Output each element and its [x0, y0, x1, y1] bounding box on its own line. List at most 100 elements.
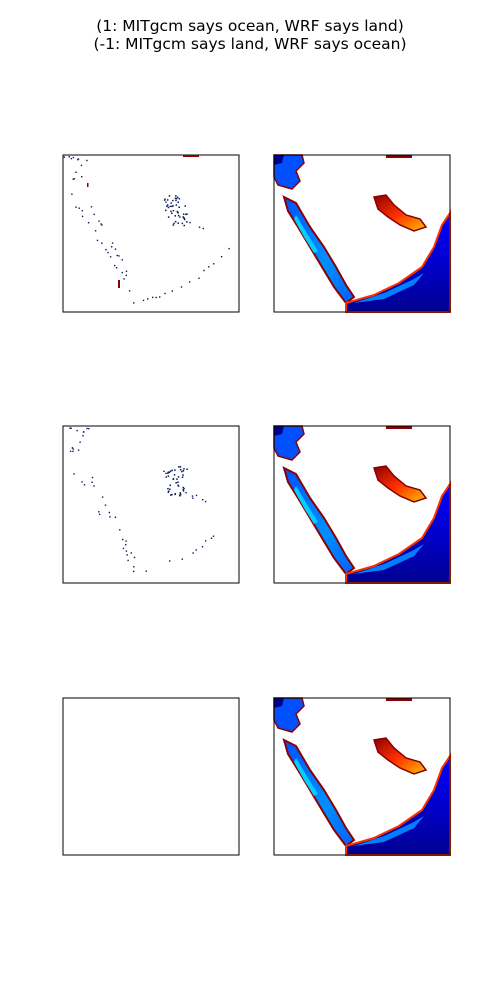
mismatch-pixel — [171, 205, 173, 208]
ocean-field-map — [273, 697, 451, 856]
mismatch-pixel — [202, 227, 204, 230]
mismatch-pixel — [220, 256, 223, 258]
mismatch-pixel — [167, 216, 170, 218]
mismatch-pixel — [72, 450, 74, 453]
figure-title-line-2: (-1: MITgcm says land, WRF says ocean) — [93, 35, 407, 53]
mismatch-pixel — [178, 198, 181, 200]
mismatch-pixel — [96, 239, 99, 242]
mismatch-pixel — [185, 492, 187, 494]
mismatch-pixel — [123, 278, 125, 280]
mismatch-pixel — [77, 159, 79, 161]
mismatch-pixel — [178, 206, 180, 208]
mismatch-pixel — [133, 556, 136, 559]
mask-difference-panel-3 — [62, 697, 240, 856]
mismatch-pixel — [87, 222, 90, 224]
mismatch-pixel — [174, 493, 176, 496]
mismatch-pixel — [72, 178, 74, 180]
mismatch-pixel — [172, 224, 175, 226]
mismatch-pixel — [182, 474, 184, 476]
mismatch-pixel — [167, 206, 170, 209]
mismatch-pixel — [70, 427, 72, 429]
mismatch-pixel — [192, 497, 194, 499]
mismatch-pixel — [177, 484, 179, 486]
mismatch-pixel — [177, 481, 179, 483]
mismatch-pixel — [114, 248, 117, 250]
mismatch-pixel — [167, 471, 170, 473]
mismatch-pixel — [83, 431, 85, 433]
mismatch-pixel — [167, 475, 170, 477]
mediterranean-deep — [274, 698, 284, 708]
mismatch-pixel — [128, 290, 131, 292]
mismatch-pixel — [169, 205, 171, 208]
mismatch-pixel — [70, 157, 73, 160]
mismatch-pixel — [93, 485, 95, 487]
red-sea-shallow — [294, 758, 318, 796]
mismatch-pixel — [170, 210, 172, 213]
top-edge-strip — [386, 698, 412, 701]
mismatch-pixel — [179, 493, 182, 496]
mismatch-pixel — [118, 255, 120, 257]
mismatch-pixel — [77, 449, 80, 451]
mismatch-pixel — [171, 212, 173, 215]
mismatch-pixel — [125, 540, 127, 542]
mismatch-pixel — [188, 281, 191, 283]
mediterranean-region — [273, 425, 305, 461]
mismatch-pixel — [181, 476, 184, 478]
mismatch-pixel — [182, 488, 185, 491]
mismatch-pixel — [122, 547, 125, 550]
mismatch-pixel — [182, 213, 185, 215]
ocean-field-panel-2 — [273, 425, 451, 584]
mismatch-pixel — [119, 529, 121, 531]
mask-difference-panel-1 — [62, 154, 240, 313]
mismatch-pixel — [155, 296, 157, 299]
panel-frame — [273, 425, 451, 584]
mismatch-pixel — [179, 492, 181, 494]
mismatch-pixel — [173, 222, 175, 225]
mismatch-pixel — [195, 549, 197, 551]
mismatch-pixel — [191, 495, 194, 497]
mismatch-pixel — [183, 468, 185, 470]
mismatch-pixel — [81, 215, 84, 218]
mismatch-pixel — [109, 516, 111, 518]
mismatch-pixel — [179, 468, 182, 471]
red-sea-region — [282, 738, 356, 848]
mismatch-pixel — [80, 164, 83, 167]
mismatch-pixel — [166, 204, 169, 206]
mismatch-pixel — [90, 206, 93, 208]
mismatch-pixel — [175, 197, 178, 200]
mismatch-pixel — [186, 468, 188, 470]
mismatch-pixel — [147, 298, 149, 300]
mask-difference-panel-2 — [62, 425, 240, 584]
mismatch-pixel — [173, 474, 176, 476]
mismatch-pixel — [184, 205, 186, 207]
mismatch-pixel — [69, 427, 71, 429]
mismatch-pixel — [72, 156, 75, 159]
mismatch-pixel — [175, 482, 177, 484]
mismatch-pixel — [177, 222, 179, 224]
mismatch-pixel — [152, 296, 154, 299]
mismatch-pixel — [170, 202, 172, 204]
mismatch-pixel — [182, 486, 184, 489]
red-sea-region — [282, 195, 356, 305]
mismatch-pixel — [71, 447, 74, 449]
mismatch-pixel — [93, 213, 95, 216]
ocean-field-map — [273, 154, 451, 313]
mismatch-pixel — [213, 263, 215, 265]
ocean-field-panel-1 — [273, 154, 451, 313]
mismatch-pixel — [79, 441, 81, 443]
mediterranean-deep — [274, 426, 284, 436]
mismatch-pixel — [183, 487, 185, 490]
mismatch-pixel — [180, 286, 183, 288]
mismatch-pixel — [116, 254, 118, 257]
mismatch-pixel — [203, 269, 205, 272]
mismatch-pixel — [77, 158, 80, 160]
mismatch-pixel — [167, 491, 170, 493]
mismatch-pixel — [174, 469, 176, 471]
mismatch-pixel — [195, 494, 198, 497]
mismatch-pixel — [165, 472, 167, 475]
mismatch-pixel — [81, 210, 83, 212]
mismatch-pixel — [172, 199, 174, 202]
mismatch-pixel — [182, 470, 185, 472]
mismatch-pixel — [121, 259, 123, 261]
mismatch-pixel — [72, 448, 74, 450]
